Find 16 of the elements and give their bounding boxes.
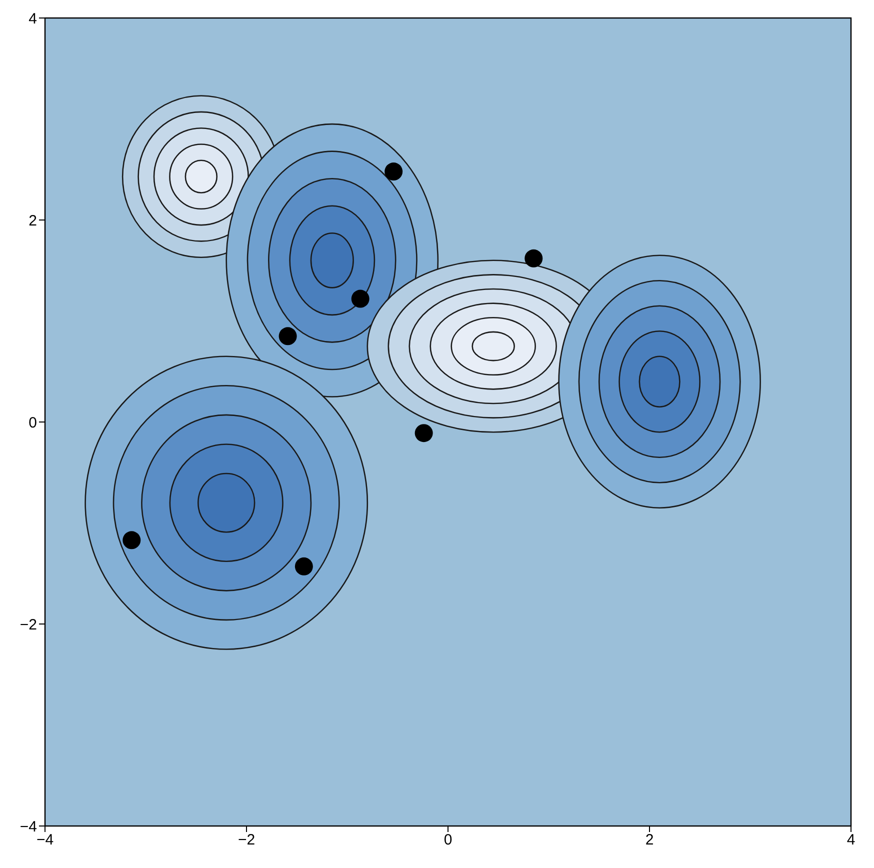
x-tick-label: −2 bbox=[238, 832, 256, 849]
point bbox=[278, 327, 297, 346]
point bbox=[122, 531, 141, 550]
point bbox=[351, 290, 370, 308]
x-tick-label: 4 bbox=[846, 832, 856, 849]
point bbox=[294, 557, 313, 576]
x-tick-label: 2 bbox=[645, 832, 654, 849]
point bbox=[524, 249, 543, 268]
point bbox=[384, 162, 403, 181]
y-tick-label: −4 bbox=[20, 818, 37, 836]
point bbox=[414, 424, 433, 442]
y-tick-label: 0 bbox=[28, 414, 37, 432]
y-tick-label: −2 bbox=[20, 616, 37, 634]
x-tick-label: 0 bbox=[444, 832, 452, 849]
y-tick-label: 4 bbox=[28, 10, 37, 28]
y-tick-label: 2 bbox=[28, 212, 37, 230]
